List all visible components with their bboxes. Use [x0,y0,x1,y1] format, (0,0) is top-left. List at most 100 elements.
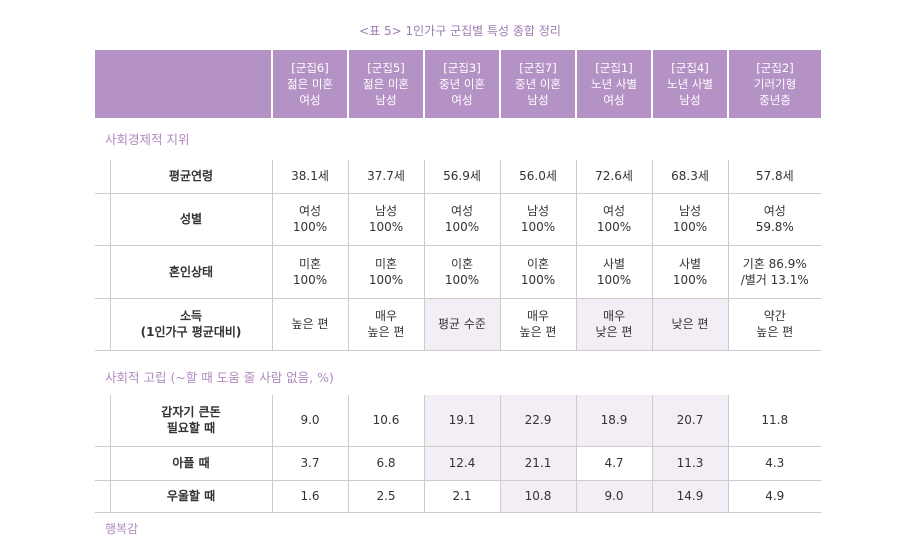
row-label: 평균연령 [109,160,272,194]
table-cell: 4.9 [727,480,821,513]
section-label-happiness: 행복감 [105,522,139,536]
table-cell: 38.1세 [271,160,348,194]
table-cell: 2.1 [423,480,500,513]
table-cell: 4.3 [727,446,821,481]
table-row: 소득 (1인가구 평균대비) 높은 편 매우 높은 편 평균 수준 매우 높은 편 매우 … [95,298,821,351]
table-row: 혼인상태 미혼 100% 미혼 100% 이혼 100% 이혼 100% 사별 100% 사… [95,245,821,299]
table-cell: 여성 59.8% [727,193,821,246]
column-header-line: 여성 [299,93,321,107]
column-header-line: 여성 [451,93,473,107]
table-row: 우울할 때 1.6 2.5 2.1 10.8 9.0 14.9 4.9 [95,480,821,513]
row-label: 혼인상태 [109,245,272,299]
table-cell: 12.4 [423,446,500,481]
column-header-line: [군집6] [291,61,329,75]
table-row: 갑자기 큰돈 필요할 때 9.0 10.6 19.1 22.9 18.9 20.7 11.8 [95,395,821,447]
column-header-line: [군집3] [443,61,481,75]
table-cell: 2.5 [347,480,424,513]
table-title: <표 5> 1인가구 군집별 특성 종합 정리 [359,24,561,38]
section-label-isolation: 사회적 고립 (~할 때 도움 줄 사람 없음, %) [105,370,334,385]
table-cell: 22.9 [499,395,576,447]
table-cell: 미혼 100% [271,245,348,299]
column-header-line: 젊은 미혼 [287,77,333,91]
table-cell: 56.9세 [423,160,500,194]
table-cell: 약간 높은 편 [727,298,821,351]
row-spacer [95,160,110,194]
table-cell: 11.8 [727,395,821,447]
column-header-line: 노년 사별 [591,77,637,91]
table-cell: 57.8세 [727,160,821,194]
column-header-line: [군집4] [671,61,709,75]
column-header-line: 젊은 미혼 [363,77,409,91]
socioeconomic-table: 평균연령 38.1세 37.7세 56.9세 56.0세 72.6세 68.3세 57.8세 성… [95,160,821,351]
header-corner [95,50,272,118]
column-header-line: 남성 [679,93,701,107]
table-cell: 기혼 86.9% /별거 13.1% [727,245,821,299]
row-spacer [95,193,110,246]
table-cell: 남성 100% [651,193,728,246]
table-cell: 매우 높은 편 [347,298,424,351]
table-row: 평균연령 38.1세 37.7세 56.9세 56.0세 72.6세 68.3세 57.8세 [95,160,821,194]
table-cell: 10.8 [499,480,576,513]
table-cell: 미혼 100% [347,245,424,299]
table-cell: 9.0 [575,480,652,513]
table-row: 아플 때 3.7 6.8 12.4 21.1 4.7 11.3 4.3 [95,446,821,481]
column-header-line: [군집1] [595,61,633,75]
table-cell: 56.0세 [499,160,576,194]
table-cell: 이혼 100% [499,245,576,299]
table-cell: 낮은 편 [651,298,728,351]
table-cell: 6.8 [347,446,424,481]
row-label: 소득 (1인가구 평균대비) [109,298,272,351]
row-spacer [95,480,110,513]
table-cell: 4.7 [575,446,652,481]
column-header-line: 중년층 [759,93,791,107]
column-header-line: [군집2] [756,61,794,75]
column-header-line: 남성 [375,93,397,107]
column-header-line: 노년 사별 [667,77,713,91]
table-cell: 21.1 [499,446,576,481]
table-cell: 18.9 [575,395,652,447]
table-cell: 높은 편 [271,298,348,351]
table-cell: 사별 100% [651,245,728,299]
row-spacer [95,245,110,299]
column-header-line: 남성 [527,93,549,107]
column-header-line: 여성 [603,93,625,107]
table-cell: 9.0 [271,395,348,447]
table-cell: 남성 100% [499,193,576,246]
table-cell: 사별 100% [575,245,652,299]
table-cell: 여성 100% [575,193,652,246]
table-cell: 여성 100% [423,193,500,246]
column-header-line: 중년 이혼 [515,77,561,91]
table-cell: 매우 낮은 편 [575,298,652,351]
table-cell: 14.9 [651,480,728,513]
row-spacer [95,395,110,447]
section-label-socioeconomic: 사회경제적 지위 [105,132,190,147]
table-cell: 여성 100% [271,193,348,246]
table-row: 성별 여성 100% 남성 100% 여성 100% 남성 100% 여성 100% 남성 … [95,193,821,246]
table-cell: 10.6 [347,395,424,447]
column-header-line: [군집7] [519,61,557,75]
table-cell: 남성 100% [347,193,424,246]
table-cell: 19.1 [423,395,500,447]
row-label: 갑자기 큰돈 필요할 때 [109,395,272,447]
isolation-table: 갑자기 큰돈 필요할 때 9.0 10.6 19.1 22.9 18.9 20.7 11.8 아… [95,395,821,513]
row-label: 아플 때 [109,446,272,481]
column-header-line: [군집5] [367,61,405,75]
table-cell: 평균 수준 [423,298,500,351]
row-label: 성별 [109,193,272,246]
row-spacer [95,298,110,351]
table-cell: 3.7 [271,446,348,481]
column-header-line: 중년 이혼 [439,77,485,91]
column-header-line: 기러기형 [753,77,797,91]
table-cell: 이혼 100% [423,245,500,299]
row-spacer [95,446,110,481]
table-cell: 매우 높은 편 [499,298,576,351]
table-cell: 72.6세 [575,160,652,194]
